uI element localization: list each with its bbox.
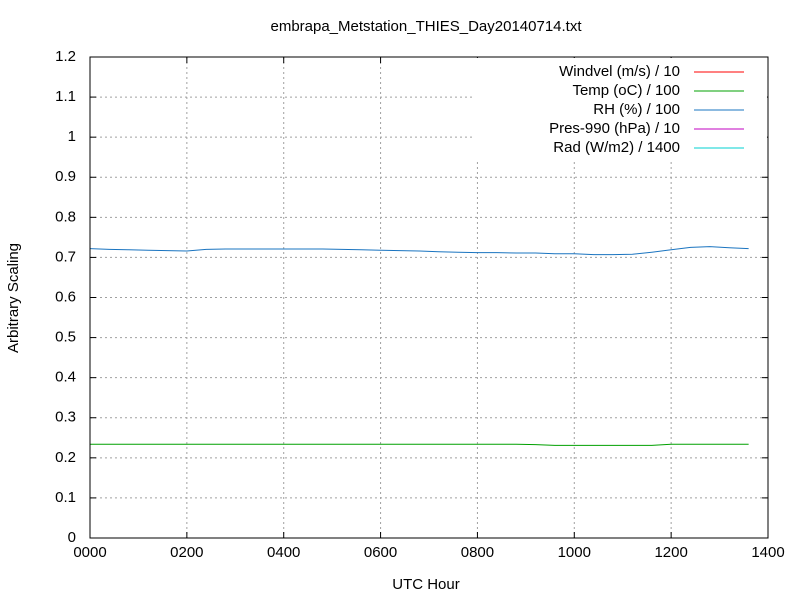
y-tick-label: 1: [68, 128, 76, 145]
y-tick-label: 0: [68, 529, 76, 546]
series-line: [90, 443, 749, 446]
y-tick-label: 0.4: [55, 369, 76, 386]
legend-label: RH (%) / 100: [593, 101, 680, 118]
series-line: [89, 246, 749, 256]
chart-title: embrapa_Metstation_THIES_Day20140714.txt: [270, 18, 582, 35]
y-tick-label: 0.5: [55, 329, 76, 346]
y-tick-label: 0.2: [55, 449, 76, 466]
y-tick-label: 0.8: [55, 208, 76, 225]
x-tick-label: 0400: [267, 544, 300, 561]
x-tick-label: 0800: [461, 544, 494, 561]
legend-label: Windvel (m/s) / 10: [559, 63, 680, 80]
x-tick-label: 0000: [73, 544, 106, 561]
y-axis-label: Arbitrary Scaling: [5, 243, 22, 353]
y-tick-label: 0.9: [55, 168, 76, 185]
y-tick-label: 0.6: [55, 288, 76, 305]
x-axis-label: UTC Hour: [392, 576, 460, 593]
x-tick-label: 0200: [170, 544, 203, 561]
legend-label: Rad (W/m2) / 1400: [553, 139, 680, 156]
x-tick-label: 1200: [654, 544, 687, 561]
y-tick-label: 0.1: [55, 489, 76, 506]
y-tick-label: 0.3: [55, 409, 76, 426]
legend-background: [474, 58, 767, 159]
legend-label: Pres-990 (hPa) / 10: [549, 120, 680, 137]
y-tick-label: 1.1: [55, 88, 76, 105]
plot-frame: [89, 56, 769, 539]
legend-label: Temp (oC) / 100: [572, 82, 680, 99]
y-tick-label: 0.7: [55, 248, 76, 265]
y-tick-label: 1.2: [55, 48, 76, 65]
x-tick-label: 1000: [558, 544, 591, 561]
x-tick-label: 0600: [364, 544, 397, 561]
x-tick-label: 1400: [751, 544, 784, 561]
